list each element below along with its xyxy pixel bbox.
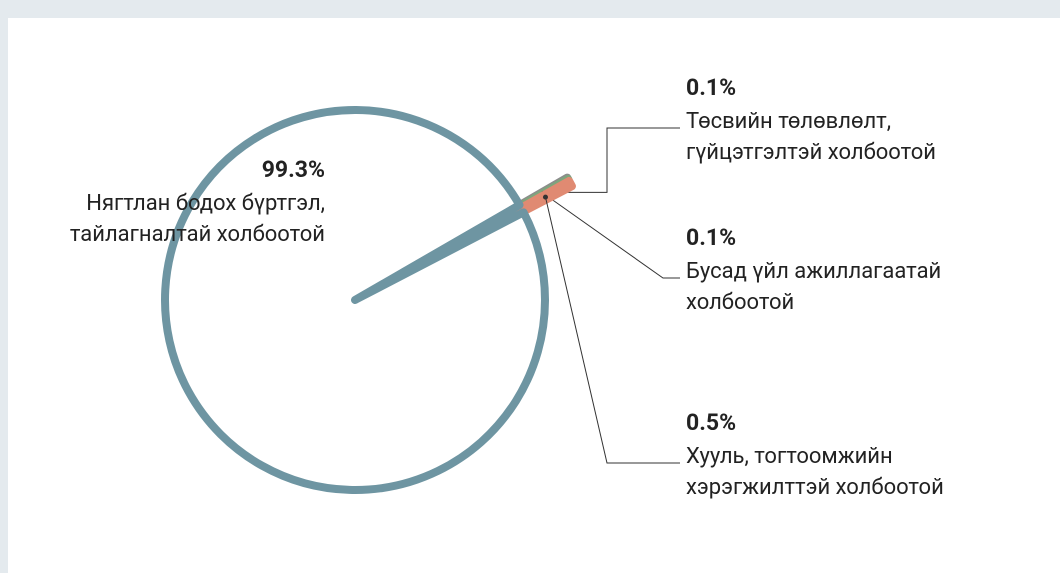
pie-slice [161, 106, 549, 494]
value-label: 0.1% [686, 74, 736, 101]
category-label: гүйцэтгэлтэй холбоотой [686, 140, 936, 165]
leader-dot [542, 194, 548, 200]
category-label: хэрэгжилттэй холбоотой [686, 475, 944, 500]
category-label: Нягтлан бодох бүртгэл, [86, 191, 325, 216]
leader-line [542, 127, 680, 193]
leader-line [543, 193, 680, 279]
category-label: холбоотой [686, 290, 794, 315]
pie-slice [399, 176, 576, 278]
leader-line [544, 196, 680, 464]
panel [8, 18, 1060, 573]
category-label: Төсвийн төлөвлөлт, [686, 109, 891, 134]
category-label: Бусад үйл ажиллагаатай [686, 259, 941, 284]
category-label: тайлагналтай холбоотой [70, 222, 325, 247]
value-label: 0.5% [686, 409, 736, 436]
category-label: Хууль, тогтоомжийн [686, 444, 893, 469]
value-label: 0.1% [686, 224, 736, 251]
value-label: 99.3% [262, 156, 325, 183]
